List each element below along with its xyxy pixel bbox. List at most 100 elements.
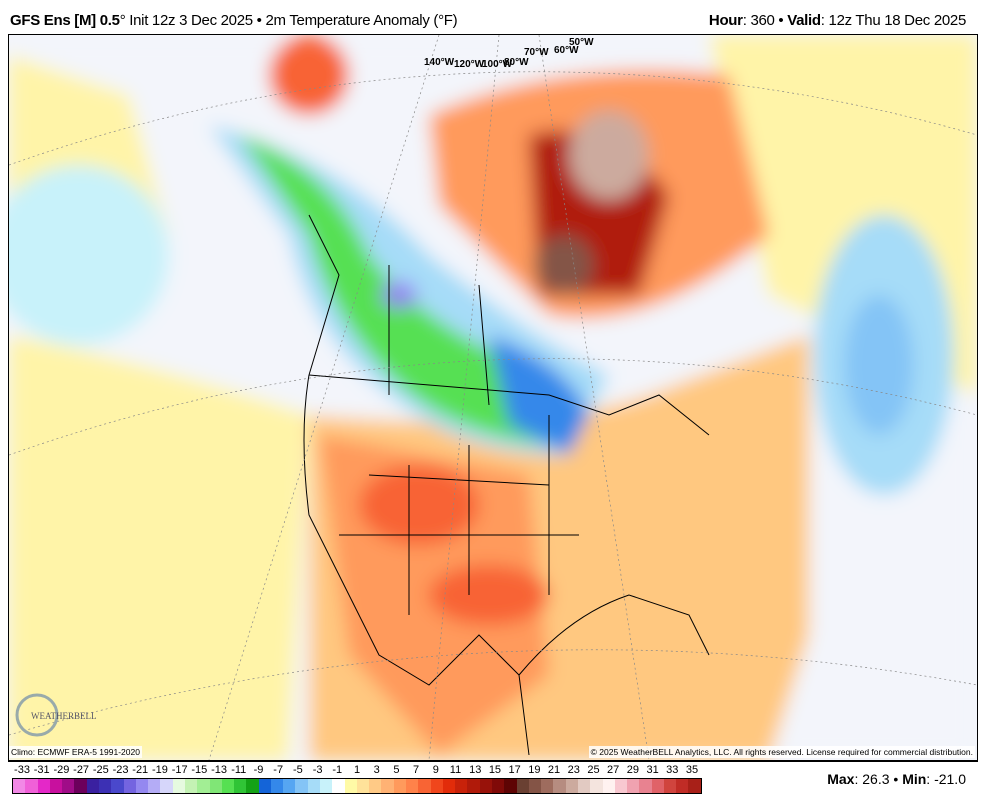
colorbar-bin bbox=[234, 779, 247, 793]
lon-label-140w: 140°W bbox=[424, 57, 455, 68]
colorbar-bin bbox=[172, 779, 185, 793]
colorbar-label: 1 bbox=[353, 764, 361, 776]
colorbar-label: -31 bbox=[33, 764, 50, 776]
colorbar-labels: -33 -31 -29 -27 -25 -23 -21 -19 -17 -15 -13 -11 -9 -7… bbox=[12, 764, 702, 778]
svg-text:WEATHERBELL: WEATHERBELL bbox=[31, 711, 97, 721]
colorbar-label: -9 bbox=[253, 764, 264, 776]
colorbar-label: -1 bbox=[332, 764, 343, 776]
colorbar-label: 31 bbox=[646, 764, 659, 776]
colorbar-bin bbox=[504, 779, 517, 793]
colorbar-label: -23 bbox=[112, 764, 129, 776]
colorbar-bin bbox=[221, 779, 235, 793]
colorbar-bin bbox=[49, 779, 63, 793]
temperature-anomaly-map[interactable]: 140°W 120°W 100°W 80°W 70°W 60°W 50°W WE… bbox=[8, 34, 978, 762]
colorbar-bin bbox=[455, 779, 468, 793]
climo-note: Climo: ECMWF ERA-5 1991-2020 bbox=[9, 746, 142, 758]
colorbar-bin bbox=[627, 779, 640, 793]
colorbar-label: -21 bbox=[132, 764, 149, 776]
min-label: Min bbox=[902, 771, 927, 787]
colorbar-bin bbox=[258, 779, 271, 793]
colorbar-bin bbox=[123, 779, 136, 793]
lon-label-60w: 60°W bbox=[554, 45, 579, 56]
colorbar-bin bbox=[13, 779, 26, 793]
valid-value: : 12z Thu 18 Dec 2025 bbox=[820, 12, 967, 29]
colorbar-bin bbox=[369, 779, 382, 793]
colorbar-label: -7 bbox=[273, 764, 284, 776]
lon-label-70w: 70°W bbox=[524, 47, 549, 58]
colorbar-bin bbox=[25, 779, 38, 793]
colorbar-bin bbox=[184, 779, 198, 793]
colorbar-bin bbox=[197, 779, 210, 793]
min-value: : -21.0 bbox=[926, 771, 966, 787]
colorbar-bin bbox=[295, 779, 308, 793]
colorbar-label: -17 bbox=[171, 764, 188, 776]
colorbar-bin bbox=[577, 779, 591, 793]
colorbar-bin bbox=[467, 779, 480, 793]
hour-label: Hour bbox=[708, 12, 743, 29]
lon-label-120w: 120°W bbox=[454, 59, 485, 70]
colorbar-bin bbox=[651, 779, 664, 793]
colorbar-bin bbox=[590, 779, 603, 793]
init-and-variable: Init 12z 3 Dec 2025 • 2m Temperature Ano… bbox=[125, 12, 458, 29]
colorbar-bin bbox=[74, 779, 87, 793]
colorbar-label: -15 bbox=[191, 764, 208, 776]
colorbar-bin bbox=[430, 779, 443, 793]
lon-label-100w: 100°W bbox=[482, 59, 513, 70]
colorbar-label: 3 bbox=[373, 764, 380, 776]
colorbar-bin bbox=[565, 779, 578, 793]
colorbar-bin bbox=[86, 779, 99, 793]
colorbar-label: 21 bbox=[547, 764, 561, 776]
degree-sign: ° bbox=[119, 12, 126, 29]
colorbar-label: -33 bbox=[14, 764, 30, 776]
max-label: Max bbox=[827, 771, 855, 787]
colorbar-label: -25 bbox=[92, 764, 109, 776]
colorbar-bin bbox=[135, 779, 149, 793]
colorbar-label: 7 bbox=[413, 764, 420, 776]
colorbar-bin bbox=[614, 779, 628, 793]
colorbar-label: 23 bbox=[567, 764, 580, 776]
colorbar-label: 15 bbox=[488, 764, 502, 776]
anomaly-field bbox=[9, 35, 977, 760]
colorbar-label: -5 bbox=[292, 764, 303, 776]
colorbar-bin bbox=[246, 779, 259, 793]
colorbar-bin bbox=[320, 779, 333, 793]
colorbar-bin bbox=[381, 779, 394, 793]
colorbar-label: -3 bbox=[312, 764, 323, 776]
valid-label: Valid bbox=[787, 12, 821, 29]
colorbar-bin bbox=[676, 779, 689, 793]
colorbar-label: -29 bbox=[53, 764, 70, 776]
longitude-labels: 140°W 120°W 100°W 80°W 70°W 60°W 50°W bbox=[424, 37, 594, 70]
colorbar-bin bbox=[356, 779, 370, 793]
colorbar-bin bbox=[393, 779, 406, 793]
colorbar-bin bbox=[332, 779, 345, 793]
model-name: GFS Ens [M] 0.5 bbox=[10, 12, 120, 29]
colorbar-bin bbox=[663, 779, 677, 793]
colorbar-bin bbox=[541, 779, 554, 793]
colorbar-bin bbox=[148, 779, 161, 793]
colorbar-bin bbox=[344, 779, 357, 793]
colorbar-bin bbox=[602, 779, 615, 793]
colorbar-bin bbox=[209, 779, 222, 793]
colorbar-bin bbox=[553, 779, 566, 793]
colorbar-bin bbox=[37, 779, 50, 793]
colorbar-bin bbox=[62, 779, 75, 793]
map-title: GFS Ens [M] 0.5° Init 12z 3 Dec 2025 • 2… bbox=[10, 12, 458, 29]
max-min-stats: Max: 26.3 • Min: -21.0 bbox=[827, 771, 966, 787]
colorbar-label: 13 bbox=[469, 764, 482, 776]
colorbar-label: 27 bbox=[607, 764, 620, 776]
colorbar-label: 35 bbox=[685, 764, 699, 776]
colorbar-label: -27 bbox=[73, 764, 90, 776]
colorbar-bin bbox=[160, 779, 173, 793]
colorbar-bin bbox=[307, 779, 321, 793]
colorbar-label: 11 bbox=[449, 764, 462, 776]
hour-value: : 360 • bbox=[742, 12, 788, 29]
colorbar-label: 29 bbox=[626, 764, 639, 776]
colorbar-bin bbox=[639, 779, 652, 793]
colorbar-bin bbox=[111, 779, 124, 793]
valid-time: Hour: 360 • Valid: 12z Thu 18 Dec 2025 bbox=[709, 12, 966, 29]
colorbar-label: -11 bbox=[231, 764, 247, 776]
colorbar-bin bbox=[270, 779, 284, 793]
colorbar-bin bbox=[491, 779, 505, 793]
copyright-note: © 2025 WeatherBELL Analytics, LLC. All r… bbox=[588, 746, 975, 758]
colorbar-label: 33 bbox=[666, 764, 679, 776]
